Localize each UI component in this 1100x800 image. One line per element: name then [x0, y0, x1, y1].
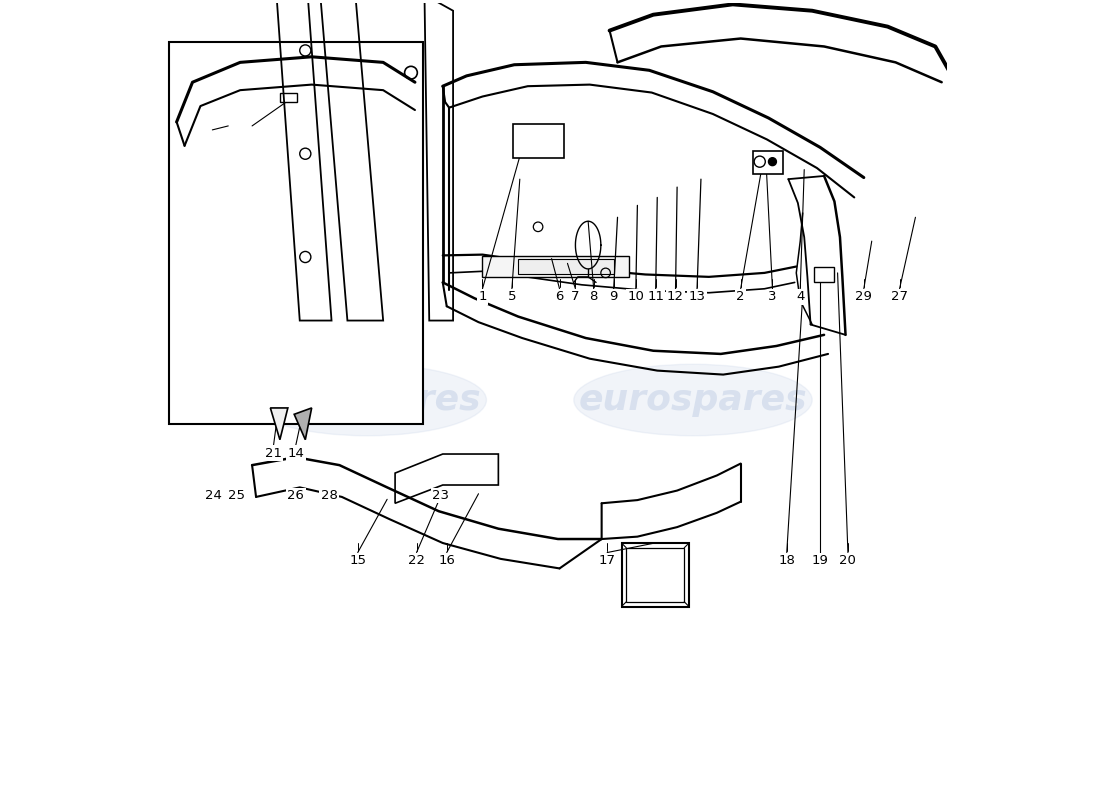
Ellipse shape [574, 364, 812, 436]
Bar [814, 266, 835, 282]
Text: 11: 11 [647, 290, 664, 303]
Text: 22: 22 [408, 554, 425, 567]
Polygon shape [271, 408, 288, 440]
Text: 25: 25 [229, 489, 245, 502]
Text: 29: 29 [856, 290, 872, 303]
Text: 13: 13 [689, 290, 705, 303]
Ellipse shape [249, 364, 486, 436]
Text: 6: 6 [556, 290, 563, 303]
Text: 4: 4 [796, 290, 804, 303]
Text: 27: 27 [891, 290, 909, 303]
Text: eurospares: eurospares [579, 383, 807, 417]
Text: 17: 17 [598, 554, 616, 567]
Bar [483, 256, 629, 277]
Bar [513, 124, 564, 158]
Text: 9: 9 [609, 290, 618, 303]
Text: 8: 8 [590, 290, 598, 303]
Bar [752, 151, 783, 174]
Text: 26: 26 [287, 489, 305, 502]
Text: 19: 19 [812, 554, 828, 567]
Text: 28: 28 [321, 489, 338, 502]
Text: 2: 2 [736, 290, 745, 303]
Circle shape [769, 158, 777, 166]
Text: 15: 15 [349, 554, 366, 567]
Polygon shape [294, 408, 311, 440]
Text: 18: 18 [779, 554, 795, 567]
Text: 12: 12 [667, 290, 684, 303]
Text: 10: 10 [627, 290, 645, 303]
Text: 7: 7 [571, 290, 580, 303]
Bar [279, 93, 297, 102]
Text: 3: 3 [768, 290, 777, 303]
Bar [518, 259, 614, 274]
Text: 16: 16 [438, 554, 455, 567]
Text: 24: 24 [205, 489, 221, 502]
Text: 5: 5 [507, 290, 516, 303]
Text: 14: 14 [287, 446, 305, 460]
Text: 1: 1 [478, 290, 486, 303]
Text: eurospares: eurospares [253, 383, 482, 417]
Text: 20: 20 [839, 554, 857, 567]
Bar [168, 42, 422, 424]
Text: 21: 21 [265, 446, 282, 460]
Text: 23: 23 [432, 489, 449, 502]
